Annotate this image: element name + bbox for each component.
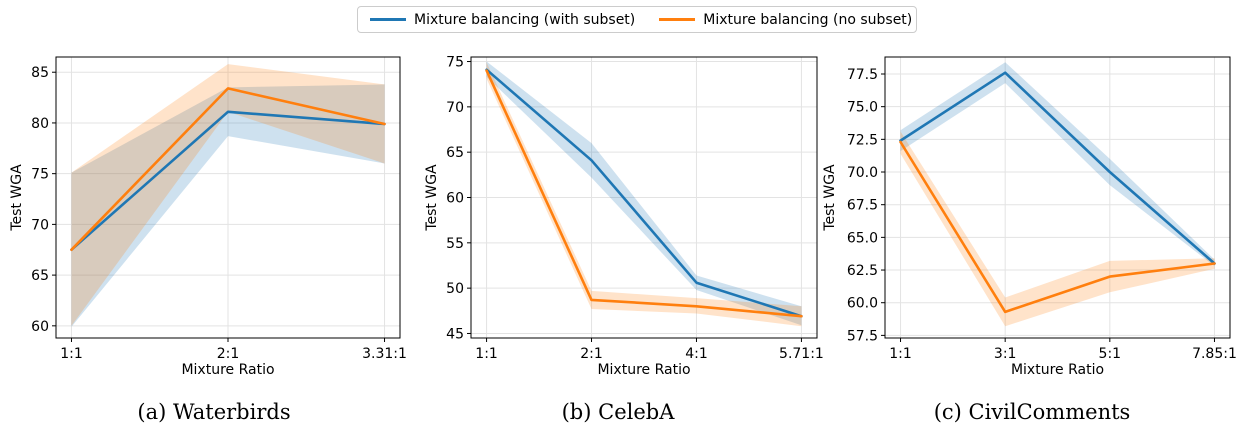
y-tick-label: 75 bbox=[446, 55, 464, 71]
y-tick-label: 45 bbox=[446, 326, 464, 342]
y-tick-label: 70.0 bbox=[847, 165, 878, 181]
y-axis-label: Test WGA bbox=[822, 164, 838, 232]
series-line-with-subset bbox=[485, 68, 803, 318]
legend-label-with-subset: Mixture balancing (with subset) bbox=[414, 11, 636, 28]
confidence-band-with-subset bbox=[71, 84, 385, 327]
series-line-no-subset bbox=[899, 140, 1216, 314]
chart-panel-2: 1:1 2:1 4:1 5.71:1 45 50 55 60 65 70 75 Mixture Rat… bbox=[424, 55, 824, 378]
y-tick-label: 57.5 bbox=[847, 328, 878, 344]
x-axis-label: Mixture Ratio bbox=[597, 362, 690, 378]
x-tick-label: 3:1 bbox=[994, 346, 1017, 362]
y-tick-label: 60 bbox=[31, 319, 49, 335]
x-tick-label: 5.71:1 bbox=[779, 346, 824, 362]
y-tick-label: 62.5 bbox=[847, 263, 878, 279]
y-tick-label: 72.5 bbox=[847, 132, 878, 148]
x-tick-label: 1:1 bbox=[60, 346, 83, 362]
y-tick-label: 50 bbox=[446, 281, 464, 297]
caption-celeba: (b) CelebA bbox=[561, 400, 675, 424]
legend: Mixture balancing (with subset) Mixture … bbox=[357, 6, 917, 33]
x-tick-label: 1:1 bbox=[475, 346, 498, 362]
x-tick-label: 2:1 bbox=[580, 346, 603, 362]
y-tick-label: 55 bbox=[446, 236, 464, 252]
x-tick-label: 7.85:1 bbox=[1192, 346, 1237, 362]
y-tick-label: 65 bbox=[446, 145, 464, 161]
x-tick-label: 1:1 bbox=[889, 346, 912, 362]
chart-panel-1: 1:1 2:1 3.31:1 60 65 70 75 80 85 Mixture Ratio Tes… bbox=[9, 56, 407, 378]
y-tick-label: 67.5 bbox=[847, 198, 878, 214]
y-tick-label: 60 bbox=[446, 191, 464, 207]
y-tick-label: 70 bbox=[31, 217, 49, 233]
legend-label-no-subset: Mixture balancing (no subset) bbox=[703, 11, 913, 28]
series-line-no-subset bbox=[485, 69, 803, 318]
x-tick-label: 4:1 bbox=[685, 346, 708, 362]
y-tick-label: 70 bbox=[446, 100, 464, 116]
x-tick-label: 3.31:1 bbox=[362, 346, 407, 362]
x-tick-label: 2:1 bbox=[217, 346, 240, 362]
confidence-band-with-subset bbox=[486, 61, 802, 326]
y-tick-label: 75 bbox=[31, 167, 49, 183]
y-tick-label: 80 bbox=[31, 116, 49, 132]
y-tick-label: 65.0 bbox=[847, 230, 878, 246]
plot-frame bbox=[884, 56, 1231, 339]
y-tick-label: 65 bbox=[31, 268, 49, 284]
caption-waterbirds: (a) Waterbirds bbox=[137, 400, 291, 424]
series-line-with-subset bbox=[899, 71, 1216, 265]
confidence-band-no-subset bbox=[71, 64, 385, 326]
y-tick-label: 85 bbox=[31, 65, 49, 81]
chart-panel-3: 1:1 3:1 5:1 7.85:1 57.5 60.0 62.5 65.0 67.5 70.0 7… bbox=[822, 56, 1237, 378]
legend-swatch-no-subset bbox=[659, 18, 696, 21]
x-axis-label: Mixture Ratio bbox=[181, 362, 274, 378]
x-tick-label: 5:1 bbox=[1099, 346, 1122, 362]
x-axis-label: Mixture Ratio bbox=[1011, 362, 1104, 378]
y-tick-label: 75.0 bbox=[847, 100, 878, 116]
y-axis-label: Test WGA bbox=[424, 164, 440, 232]
caption-civilcomments: (c) CivilComments bbox=[933, 400, 1131, 424]
confidence-band-with-subset bbox=[900, 62, 1215, 267]
y-axis-label: Test WGA bbox=[9, 164, 25, 232]
y-tick-label: 60.0 bbox=[847, 296, 878, 312]
legend-entry-with-subset: Mixture balancing (with subset) bbox=[370, 12, 635, 28]
legend-swatch-with-subset bbox=[370, 18, 406, 21]
legend-entry-no-subset: Mixture balancing (no subset) bbox=[659, 12, 912, 28]
y-tick-label: 77.5 bbox=[847, 67, 878, 83]
confidence-band-no-subset bbox=[900, 131, 1215, 327]
